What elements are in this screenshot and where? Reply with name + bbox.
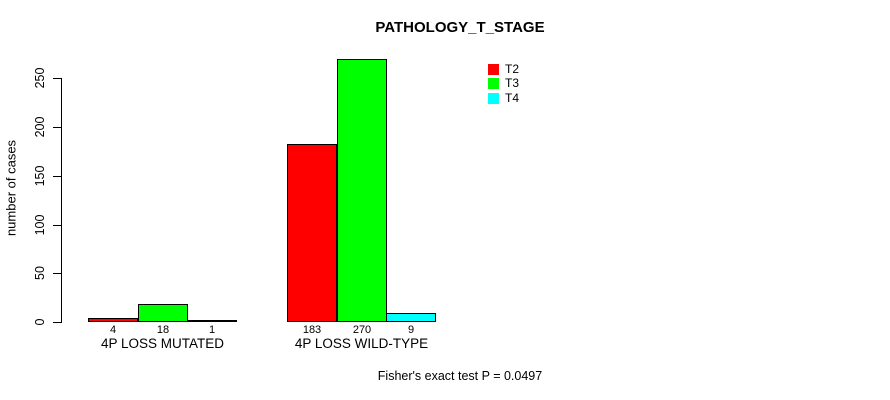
legend-swatch-t3 (488, 78, 499, 89)
legend-swatch-t4 (488, 93, 499, 104)
legend-label-t3: T3 (505, 76, 520, 90)
bar-t3-group1 (138, 304, 188, 322)
legend-label-t4: T4 (505, 91, 520, 105)
legend: T2 T3 T4 (488, 62, 568, 109)
y-axis-tick (53, 78, 61, 79)
y-axis-tick-label: 250 (32, 67, 47, 89)
bar-t2-group1 (88, 318, 138, 322)
y-axis-tick-label: 150 (32, 165, 47, 187)
y-axis-tick (53, 127, 61, 128)
annotation-text: Fisher's exact test P = 0.0497 (377, 369, 543, 383)
legend-swatch-t2 (488, 64, 499, 75)
bar-t3-group2 (337, 59, 387, 322)
bar-value-label: 1 (208, 324, 216, 336)
bar-value-label: 9 (407, 324, 415, 336)
legend-item-t3: T3 (488, 76, 520, 90)
bar-value-label: 270 (352, 324, 372, 336)
category-label: 4P LOSS MUTATED (100, 336, 225, 351)
bar-value-label: 183 (302, 324, 322, 336)
legend-item-t2: T2 (488, 62, 520, 76)
category-label: 4P LOSS WILD-TYPE (294, 336, 429, 351)
bar-t4-group1 (187, 320, 237, 322)
y-axis-tick (53, 322, 61, 323)
legend-label-t2: T2 (505, 62, 520, 76)
y-axis-tick-label: 200 (32, 116, 47, 138)
y-axis-tick (53, 273, 61, 274)
y-axis-tick-label: 100 (32, 214, 47, 236)
y-axis-tick-label: 50 (32, 266, 47, 280)
bar-value-label: 18 (156, 324, 170, 336)
chart-title: PATHOLOGY_T_STAGE (375, 19, 545, 36)
y-axis-tick (53, 225, 61, 226)
legend-item-t4: T4 (488, 91, 520, 105)
y-axis-tick (53, 176, 61, 177)
y-axis-tick-label: 0 (32, 318, 47, 326)
y-axis-line (61, 78, 62, 323)
bar-t2-group2 (287, 144, 337, 322)
bar-t4-group2 (386, 313, 436, 322)
bar-value-label: 4 (109, 324, 117, 336)
